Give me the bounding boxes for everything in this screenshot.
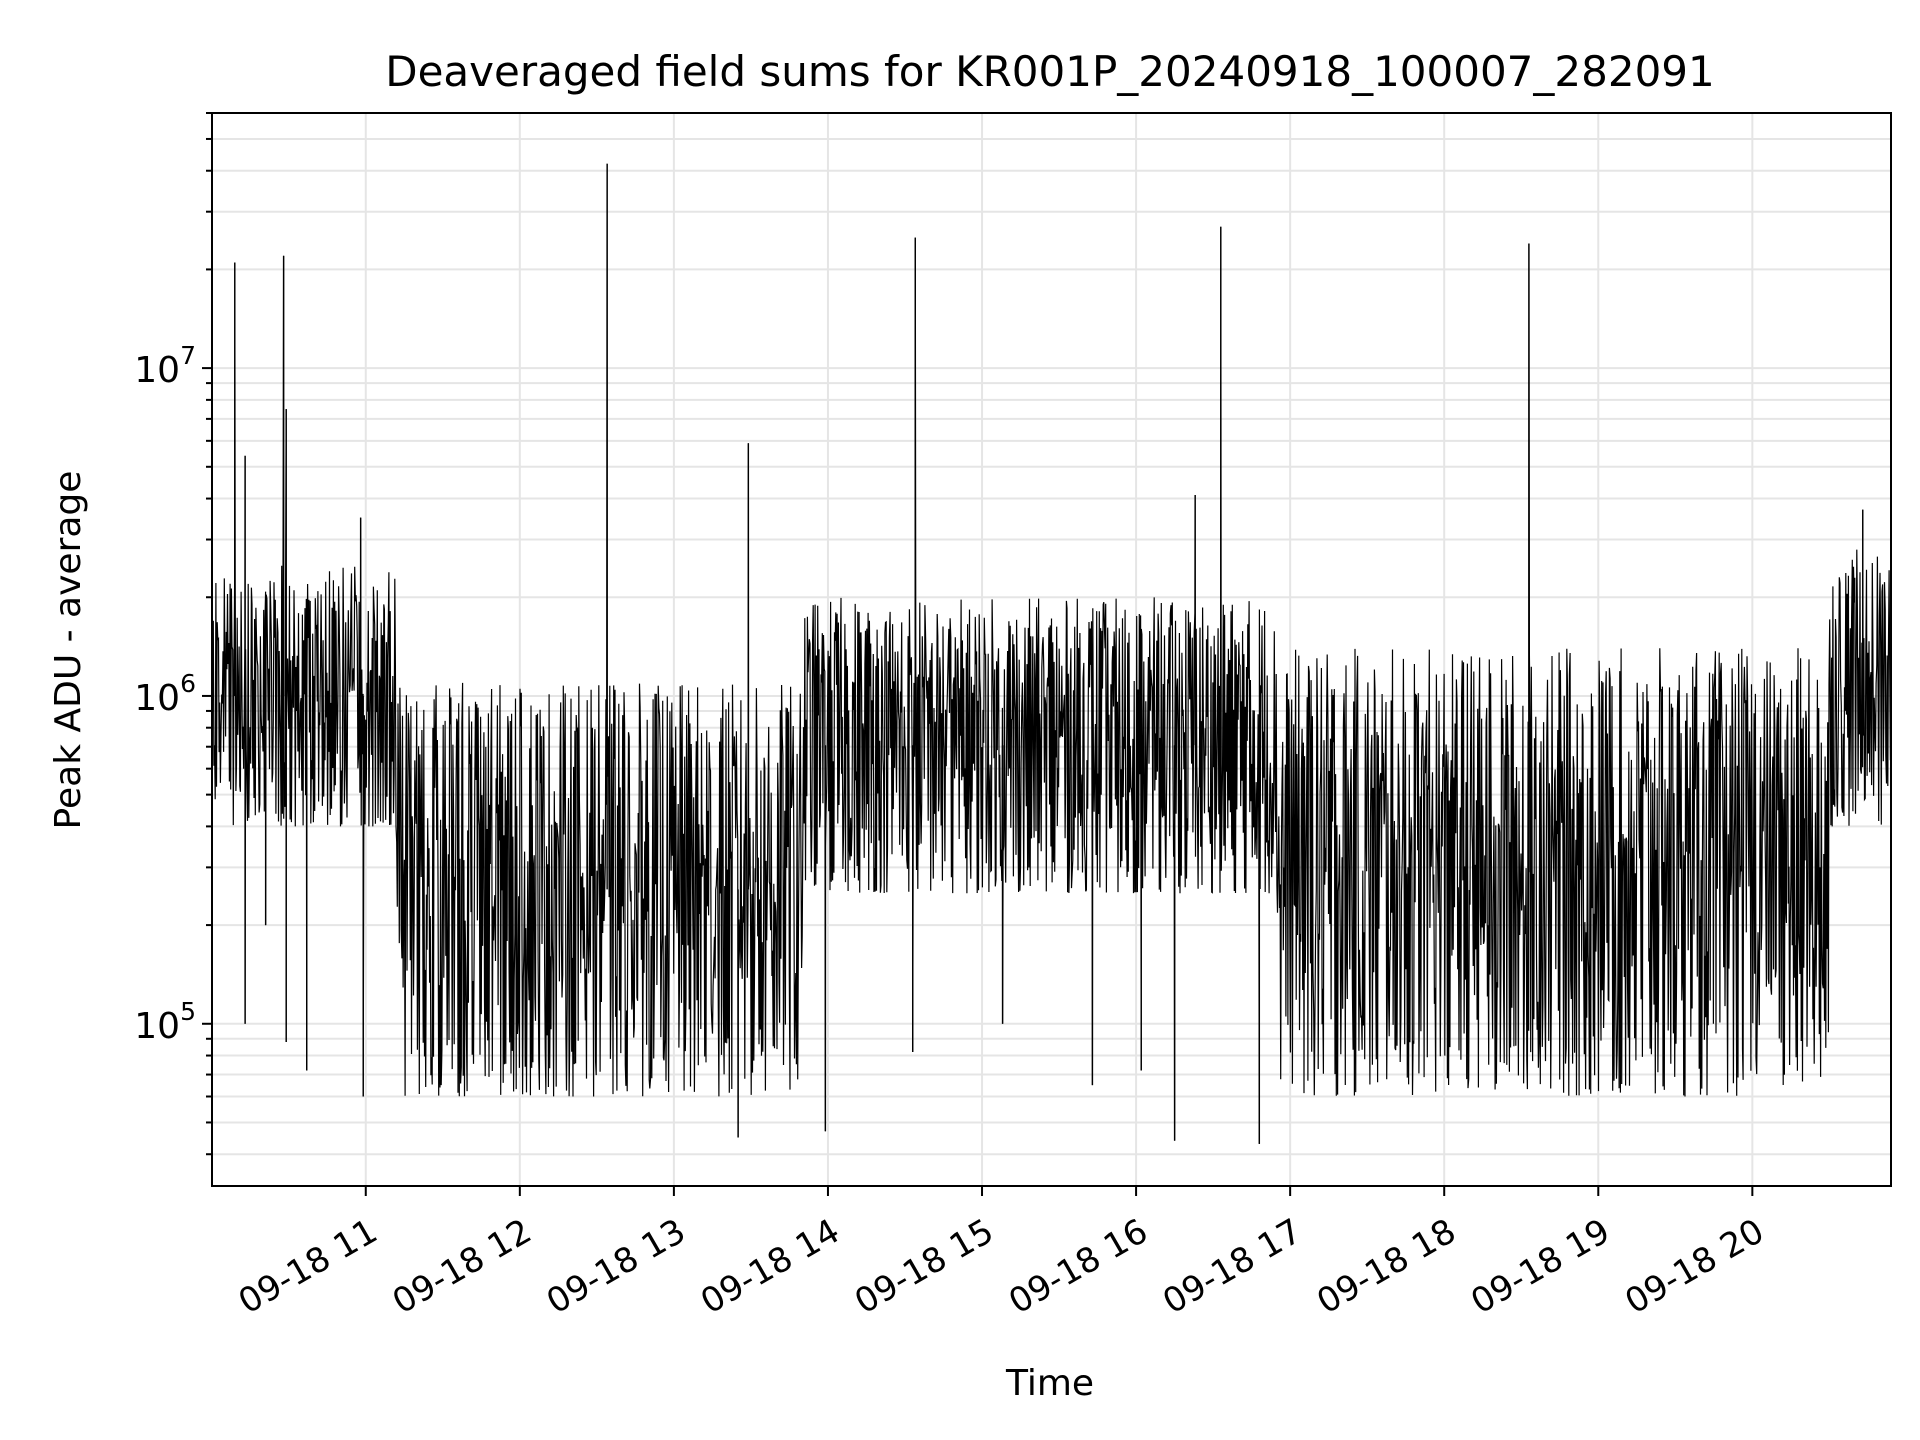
y-tick-exponent: 7 bbox=[180, 341, 196, 370]
y-tick-base: 10 bbox=[134, 350, 180, 391]
series-line bbox=[211, 163, 1892, 1144]
y-tick-base: 10 bbox=[134, 678, 180, 719]
y-tick-exponent: 6 bbox=[180, 669, 196, 698]
data-series bbox=[211, 163, 1892, 1144]
y-tick-exponent: 5 bbox=[180, 997, 196, 1026]
chart-title: Deaveraged field sums for KR001P_2024091… bbox=[385, 47, 1715, 96]
y-tick-label: 105 bbox=[134, 997, 196, 1047]
y-tick-base: 10 bbox=[134, 1006, 180, 1047]
y-axis-label: Peak ADU - average bbox=[48, 471, 89, 830]
y-tick-label: 107 bbox=[134, 341, 196, 391]
y-tick-label: 106 bbox=[134, 669, 196, 719]
plot-frame bbox=[211, 112, 1892, 1187]
x-axis-label: Time bbox=[1005, 1363, 1094, 1404]
